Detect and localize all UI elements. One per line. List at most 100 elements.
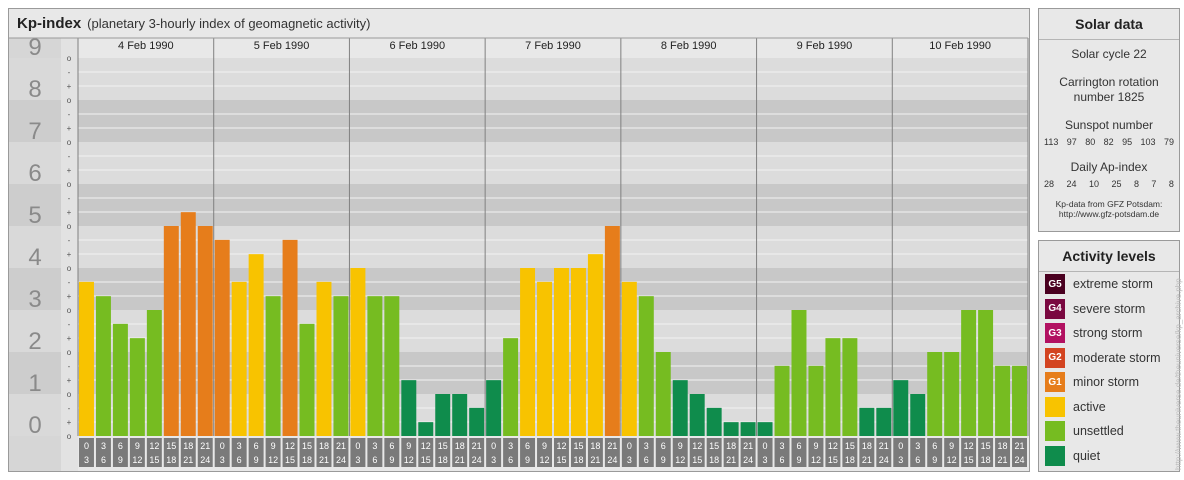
hour-end-label: 3 <box>898 455 903 465</box>
hour-cell <box>163 438 179 467</box>
kp-chart: 0123456789o+-o+-o+-o+-o+-o+-o+-o+-o+-o4 … <box>9 34 1029 471</box>
hour-cell <box>689 438 705 467</box>
hour-cell <box>231 438 247 467</box>
kp-bar <box>248 254 264 436</box>
kp-bar <box>876 407 892 436</box>
kp-bar <box>672 380 688 436</box>
sunspot-value: 95 <box>1122 137 1133 147</box>
source-watermark: http://www.theuniverse.de/theuniverse/kp… <box>1174 278 1183 470</box>
kp-bar <box>214 239 230 436</box>
hour-cell <box>825 438 841 467</box>
hour-end-label: 12 <box>540 455 550 465</box>
hour-start-label: 15 <box>302 441 312 451</box>
kp-bar <box>706 407 722 436</box>
sunspot-heading: Sunspot number <box>1064 118 1154 132</box>
chart-title: Kp-index <box>17 15 82 32</box>
kp-label-band <box>9 352 61 394</box>
hour-start-label: 15 <box>438 441 448 451</box>
hour-cell <box>995 438 1011 467</box>
hour-cell <box>282 438 298 467</box>
hour-cell <box>350 438 366 467</box>
hour-start-label: 9 <box>949 441 954 451</box>
hour-end-label: 3 <box>627 455 632 465</box>
hour-end-label: 12 <box>947 455 957 465</box>
hour-start-label: 12 <box>149 441 159 451</box>
y-sub-label: o <box>67 222 72 231</box>
legend-label: minor storm <box>1073 375 1139 389</box>
y-sub-label: + <box>67 334 72 343</box>
y-sub-label: - <box>68 404 71 413</box>
legend-item-moderate-storm: G2 moderate storm <box>1045 347 1161 368</box>
sunspot-value: 97 <box>1066 137 1077 147</box>
ap-heading: Daily Ap-index <box>1070 160 1148 174</box>
hour-end-label: 6 <box>237 455 242 465</box>
hour-end-label: 6 <box>915 455 920 465</box>
kp-bar <box>604 226 620 436</box>
sunspot-value: 80 <box>1085 137 1096 147</box>
kp-band <box>78 142 1028 184</box>
credit-link[interactable]: http://www.gfz-potsdam.de <box>1058 209 1160 219</box>
hour-start-label: 12 <box>692 441 702 451</box>
hour-end-label: 24 <box>1015 455 1025 465</box>
hour-end-label: 9 <box>525 455 530 465</box>
hour-start-label: 0 <box>84 441 89 451</box>
kp-bar <box>927 352 943 436</box>
kp-bar <box>893 380 909 436</box>
hour-end-label: 21 <box>183 455 193 465</box>
hour-end-label: 21 <box>998 455 1008 465</box>
hour-start-label: 3 <box>915 441 920 451</box>
y-sub-label: o <box>67 96 72 105</box>
hour-start-label: 15 <box>981 441 991 451</box>
hour-start-label: 6 <box>932 441 937 451</box>
ap-value: 28 <box>1044 179 1055 189</box>
kp-label-band <box>9 226 61 268</box>
hour-cell <box>944 438 960 467</box>
y-sub-label: + <box>67 124 72 133</box>
y-sub-label: + <box>67 250 72 259</box>
sunspot-value: 113 <box>1044 137 1059 147</box>
hour-start-label: 3 <box>372 441 377 451</box>
hour-end-label: 21 <box>319 455 329 465</box>
day-label: 6 Feb 1990 <box>389 40 445 52</box>
hour-end-label: 18 <box>166 455 176 465</box>
kp-bar <box>740 422 756 436</box>
day-label: 4 Feb 1990 <box>118 40 174 52</box>
kp-bar <box>112 323 128 436</box>
y-sub-label: - <box>68 152 71 161</box>
hour-end-label: 12 <box>268 455 278 465</box>
ap-value: 10 <box>1088 179 1099 189</box>
hour-cell <box>265 438 281 467</box>
hour-start-label: 3 <box>101 441 106 451</box>
y-sub-label: - <box>68 278 71 287</box>
hour-cell <box>774 438 790 467</box>
hour-cell <box>672 438 688 467</box>
legend-swatch: G4 <box>1045 298 1065 319</box>
hour-cell <box>587 438 603 467</box>
hour-cell <box>893 438 909 467</box>
hour-end-label: 24 <box>607 455 617 465</box>
hour-cell <box>859 438 875 467</box>
kp-bar <box>825 338 841 436</box>
kp-bar <box>1012 365 1027 436</box>
hour-cell <box>791 438 807 467</box>
legend-item-strong-storm: G3 strong storm <box>1045 323 1142 343</box>
solar-data-heading: Solar data <box>1039 9 1179 40</box>
hour-end-label: 18 <box>573 455 583 465</box>
hour-cell <box>333 438 349 467</box>
hour-end-label: 9 <box>389 455 394 465</box>
y-sub-label: + <box>67 418 72 427</box>
hour-start-label: 21 <box>607 441 617 451</box>
kp-bar <box>961 310 977 436</box>
hour-end-label: 9 <box>661 455 666 465</box>
activity-levels-heading: Activity levels <box>1039 241 1179 272</box>
kp-label-band <box>9 142 61 184</box>
hour-end-label: 24 <box>743 455 753 465</box>
legend-swatch: G2 <box>1045 347 1065 368</box>
y-sub-label: - <box>68 320 71 329</box>
hour-end-label: 12 <box>132 455 142 465</box>
hour-end-label: 6 <box>508 455 513 465</box>
hour-start-label: 6 <box>796 441 801 451</box>
kp-bar <box>537 281 552 436</box>
legend-label: unsettled <box>1073 424 1124 438</box>
kp-bar <box>621 281 637 436</box>
